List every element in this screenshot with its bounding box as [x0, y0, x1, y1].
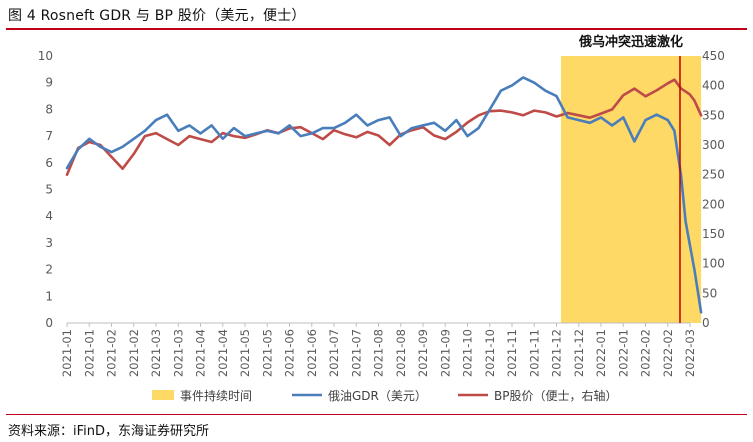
x-tick-label: 2022-01 [594, 329, 608, 377]
x-tick-label: 2021-07 [327, 329, 341, 377]
legend-label-bp: BP股价（便士，右轴） [494, 388, 617, 403]
x-tick-label: 2021-08 [372, 329, 386, 377]
x-tick-label: 2021-02 [105, 329, 119, 377]
x-tick-label: 2021-01 [82, 329, 96, 377]
event-label: 俄乌冲突迅速激化 [578, 34, 683, 50]
x-tick-label: 2021-10 [461, 329, 475, 377]
y-axis-right: 0 50 100 150 200 250 300 350 400 450 [702, 49, 725, 330]
x-tick-label: 2021-09 [416, 329, 430, 377]
x-tick-label: 2021-11 [527, 329, 541, 377]
y2-tick-label: 250 [702, 168, 725, 182]
event-band-rect [560, 56, 702, 323]
y-axis-left: 0 1 2 3 4 5 6 7 8 9 10 [38, 49, 53, 330]
legend: 事件持续时间 俄油GDR（美元） BP股价（便士，右轴） [152, 388, 617, 403]
y2-tick-label: 350 [702, 108, 725, 122]
y-tick-label: 8 [45, 102, 53, 116]
x-tick-label: 2021-12 [550, 329, 564, 377]
y-tick-label: 6 [45, 156, 53, 170]
legend-swatch-event [152, 390, 174, 400]
title-rule [6, 28, 747, 30]
x-tick-label: 2021-07 [349, 329, 363, 377]
x-tick-label: 2022-03 [683, 329, 697, 377]
y-tick-label: 3 [45, 236, 53, 250]
x-tick-label: 2021-03 [149, 329, 163, 377]
x-tick-label: 2021-05 [238, 329, 252, 377]
y2-tick-label: 400 [702, 79, 725, 93]
y-tick-label: 0 [45, 316, 53, 330]
source-rule [6, 414, 747, 415]
legend-label-event: 事件持续时间 [180, 388, 252, 403]
x-tick-label: 2021-05 [260, 329, 274, 377]
y-tick-label: 10 [38, 49, 53, 63]
y2-tick-label: 300 [702, 138, 725, 152]
x-tick-label: 2021-06 [305, 329, 319, 377]
x-tick-label: 2021-08 [394, 329, 408, 377]
figure-title: 图 4 Rosneft GDR 与 BP 股价（美元，便士） [8, 8, 306, 24]
series-gdr [65, 76, 703, 314]
event-band: 俄乌冲突迅速激化 [560, 34, 702, 323]
x-tick-label: 2021-10 [483, 329, 497, 377]
x-tick-label: 2022-02 [639, 329, 653, 377]
source-note: 资料来源：iFinD，东海证券研究所 [8, 424, 210, 439]
x-tick-label: 2021-12 [572, 329, 586, 377]
legend-label-gdr: 俄油GDR（美元） [328, 389, 427, 403]
x-tick-label: 2021-04 [194, 329, 208, 377]
y-tick-label: 4 [45, 209, 53, 223]
y-tick-label: 9 [45, 76, 53, 90]
x-tick-label: 2021-11 [505, 329, 519, 377]
y-tick-label: 2 [45, 263, 53, 277]
x-tick-label: 2021-01 [60, 329, 74, 377]
x-tick-label: 2021-09 [438, 329, 452, 377]
y2-tick-label: 150 [702, 227, 725, 241]
x-tick-label: 2022-01 [616, 329, 630, 377]
y-tick-label: 7 [45, 129, 53, 143]
x-tick-label: 2021-04 [216, 329, 230, 377]
x-tick-label: 2021-02 [127, 329, 141, 377]
y2-tick-label: 450 [702, 49, 725, 63]
y2-tick-label: 200 [702, 197, 725, 211]
x-tick-label: 2022-02 [661, 329, 675, 377]
x-tick-label: 2021-06 [283, 329, 297, 377]
y2-tick-label: 100 [702, 257, 725, 271]
y-tick-label: 1 [45, 289, 53, 303]
y2-tick-label: 50 [702, 286, 717, 300]
x-axis: 2021-01 2021-01 2021-02 2021-02 2021-03 2021-… [60, 323, 697, 377]
y-tick-label: 5 [45, 183, 53, 197]
x-tick-label: 2021-03 [171, 329, 185, 377]
y2-tick-label: 0 [702, 316, 710, 330]
chart: 俄乌冲突迅速激化 0 1 2 3 4 5 6 7 8 9 10 0 50 100 150 200 250 300… [38, 34, 725, 403]
